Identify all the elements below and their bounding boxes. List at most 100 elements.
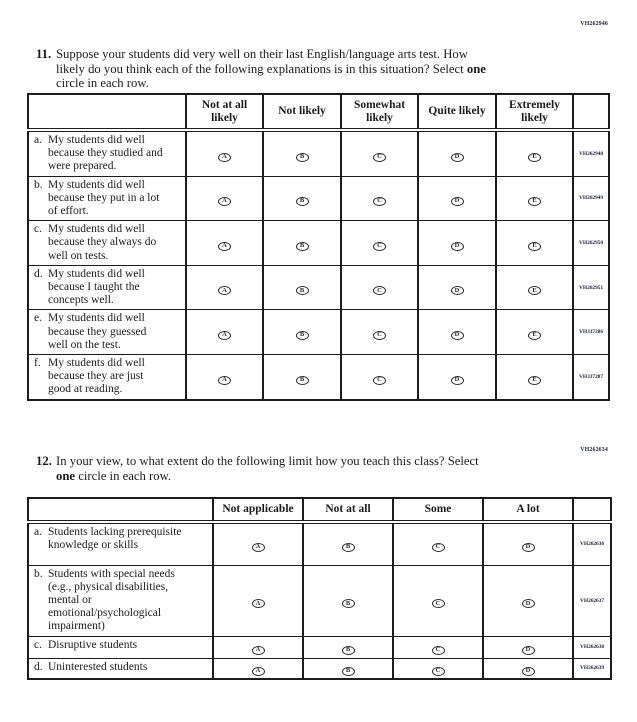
column-header: Not at all likely bbox=[185, 93, 264, 132]
table-row-a: a. Students lacking prerequisite knowledg… bbox=[27, 521, 612, 566]
option-circle-d[interactable]: D bbox=[450, 286, 464, 296]
response-cell: A bbox=[185, 354, 264, 401]
question-text-line: Suppose your students did very well on t… bbox=[56, 47, 468, 61]
option-circle-b[interactable]: B bbox=[295, 330, 309, 340]
row-label-text: Students with special needs (e.g., physi… bbox=[48, 567, 175, 633]
option-circle-b[interactable]: B bbox=[295, 375, 309, 385]
option-circle-a[interactable]: A bbox=[218, 241, 231, 251]
response-cell: B bbox=[302, 521, 394, 566]
option-circle-d[interactable]: D bbox=[521, 645, 535, 655]
row-label-text: Disruptive students bbox=[48, 638, 138, 651]
option-circle-a[interactable]: A bbox=[218, 152, 231, 162]
row-item-code: VH262638 bbox=[572, 635, 612, 659]
response-cell: E bbox=[495, 129, 574, 177]
option-circle-b[interactable]: B bbox=[341, 645, 355, 655]
row-label-text: My students did well because I taught th… bbox=[48, 267, 145, 307]
response-cell: E bbox=[495, 220, 574, 266]
option-circle-d[interactable]: D bbox=[450, 330, 464, 340]
row-label-text: Students lacking prerequisite knowledge … bbox=[48, 526, 182, 552]
option-circle-e[interactable]: E bbox=[528, 241, 541, 251]
response-cell: B bbox=[262, 264, 342, 311]
row-label-cell: d. Uninterested students bbox=[27, 657, 214, 680]
option-circle-e[interactable]: E bbox=[528, 330, 541, 340]
row-letter: c. bbox=[34, 638, 42, 651]
question-12-form-code: VH262634 bbox=[580, 447, 608, 453]
row-letter: f. bbox=[34, 357, 41, 370]
option-circle-c[interactable]: C bbox=[373, 330, 386, 340]
table-row-e: e. My students did well because they gues… bbox=[27, 309, 610, 356]
option-circle-e[interactable]: E bbox=[528, 152, 541, 162]
option-circle-a[interactable]: A bbox=[218, 375, 231, 385]
option-circle-a[interactable]: A bbox=[218, 330, 231, 340]
row-letter: a. bbox=[34, 134, 42, 146]
response-cell: D bbox=[417, 264, 497, 311]
response-cell: D bbox=[482, 564, 574, 637]
option-circle-c[interactable]: C bbox=[373, 152, 386, 162]
option-circle-c[interactable]: C bbox=[431, 599, 445, 609]
row-letter: b. bbox=[34, 567, 43, 580]
option-circle-a[interactable]: A bbox=[251, 543, 265, 552]
response-cell: D bbox=[417, 129, 497, 177]
header-row: Not at all likely Not likely Somewhat like… bbox=[27, 93, 610, 132]
option-circle-b[interactable]: B bbox=[341, 543, 355, 552]
column-header: Not at all bbox=[302, 497, 394, 524]
question-text-line: likely do you think each of the followin… bbox=[56, 61, 486, 76]
response-cell: B bbox=[262, 129, 342, 177]
option-circle-c[interactable]: C bbox=[431, 667, 445, 677]
response-cell: C bbox=[392, 521, 484, 566]
response-cell: D bbox=[417, 354, 497, 401]
row-item-code: VH262950 bbox=[572, 220, 610, 266]
response-cell: A bbox=[212, 635, 304, 659]
option-circle-d[interactable]: D bbox=[450, 375, 464, 385]
row-item-code: VH262949 bbox=[572, 175, 610, 222]
response-cell: A bbox=[185, 309, 264, 356]
option-circle-c[interactable]: C bbox=[373, 375, 386, 385]
option-circle-c[interactable]: C bbox=[431, 645, 445, 655]
option-circle-b[interactable]: B bbox=[295, 241, 309, 251]
option-circle-b[interactable]: B bbox=[341, 599, 355, 609]
column-header: Not likely bbox=[262, 93, 342, 132]
table-row-d: d. Uninterested students A B C D VH262639 bbox=[27, 657, 612, 680]
response-cell: D bbox=[417, 309, 497, 356]
response-cell: A bbox=[185, 129, 264, 177]
row-label-cell: f. My students did well because they are … bbox=[27, 354, 187, 401]
column-header: Some bbox=[392, 497, 484, 524]
option-circle-d[interactable]: D bbox=[450, 241, 464, 251]
row-letter: e. bbox=[34, 312, 42, 325]
option-circle-d[interactable]: D bbox=[521, 543, 535, 552]
option-circle-d[interactable]: D bbox=[521, 599, 535, 609]
response-cell: E bbox=[495, 264, 574, 311]
option-circle-b[interactable]: B bbox=[295, 197, 309, 207]
option-circle-c[interactable]: C bbox=[373, 286, 386, 296]
row-label-cell: b. Students with special needs (e.g., phy… bbox=[27, 564, 214, 637]
option-circle-b[interactable]: B bbox=[295, 286, 309, 296]
row-item-code: VH262636 bbox=[572, 521, 612, 566]
option-circle-e[interactable]: E bbox=[528, 375, 541, 385]
option-circle-b[interactable]: B bbox=[341, 667, 355, 677]
option-circle-a[interactable]: A bbox=[218, 197, 231, 207]
option-circle-d[interactable]: D bbox=[450, 197, 464, 207]
header-row: Not applicable Not at all Some A lot bbox=[27, 497, 612, 524]
option-circle-a[interactable]: A bbox=[218, 286, 231, 296]
row-label-cell: d. My students did well because I taught … bbox=[27, 264, 187, 311]
header-empty-label-cell bbox=[27, 497, 214, 524]
option-circle-d[interactable]: D bbox=[521, 667, 535, 677]
option-circle-d[interactable]: D bbox=[450, 152, 464, 162]
option-circle-b[interactable]: B bbox=[295, 152, 309, 162]
response-cell: A bbox=[185, 220, 264, 266]
row-letter: a. bbox=[34, 526, 42, 538]
response-cell: C bbox=[392, 564, 484, 637]
option-circle-e[interactable]: E bbox=[528, 197, 541, 207]
option-circle-c[interactable]: C bbox=[431, 543, 445, 552]
option-circle-a[interactable]: A bbox=[251, 645, 265, 655]
response-cell: A bbox=[185, 175, 264, 222]
option-circle-a[interactable]: A bbox=[251, 667, 265, 677]
header-empty-label-cell bbox=[27, 93, 187, 132]
option-circle-e[interactable]: E bbox=[528, 286, 541, 296]
option-circle-c[interactable]: C bbox=[373, 241, 386, 251]
response-cell: C bbox=[340, 129, 419, 177]
option-circle-c[interactable]: C bbox=[373, 197, 386, 207]
header-empty-code-cell bbox=[572, 93, 610, 132]
option-circle-a[interactable]: A bbox=[251, 599, 265, 609]
column-header: Quite likely bbox=[417, 93, 497, 132]
